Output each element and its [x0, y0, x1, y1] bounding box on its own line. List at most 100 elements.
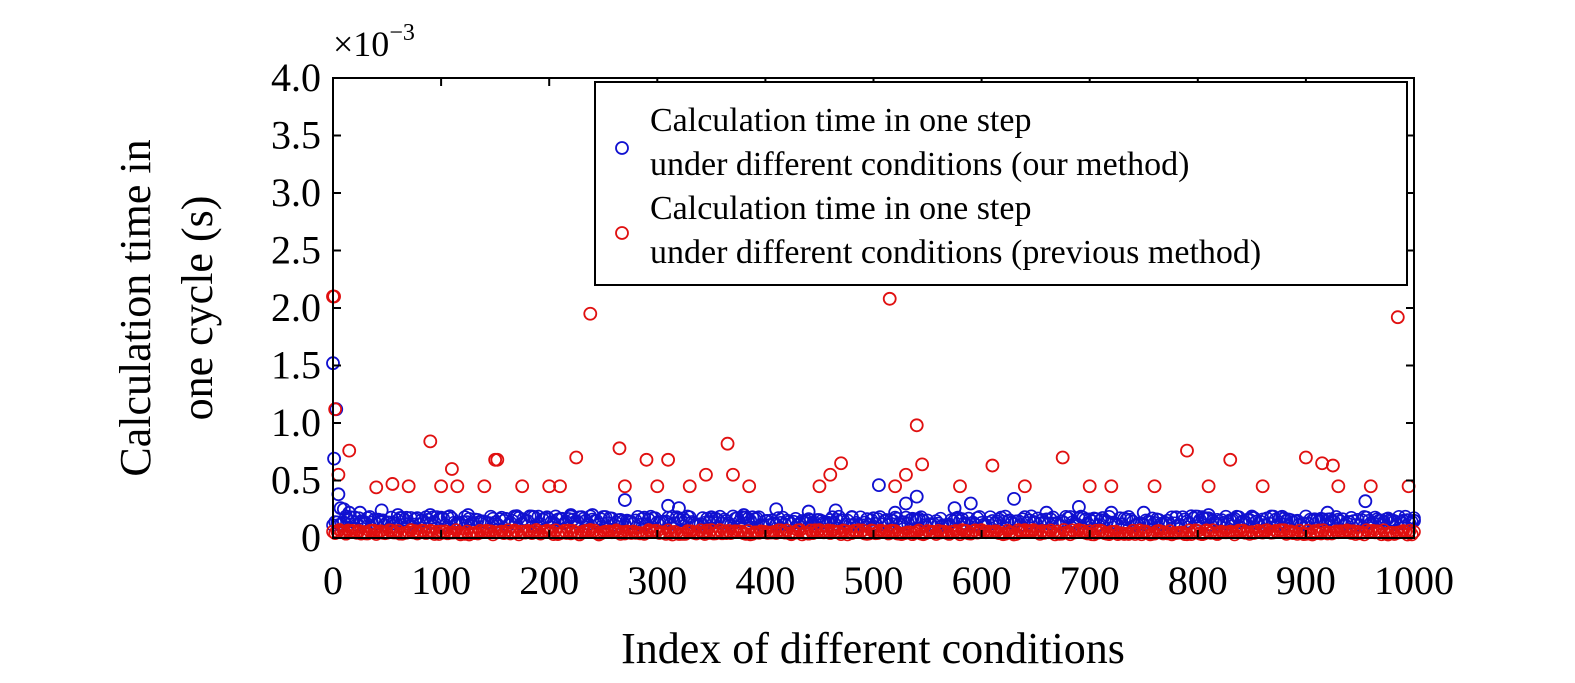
point-1-25 — [682, 479, 697, 494]
legend-box — [594, 81, 1408, 286]
point-0-base-878 — [1275, 509, 1289, 524]
point-1-base-360 — [715, 526, 729, 541]
point-1-base-458 — [821, 523, 835, 538]
point-1-base-420 — [780, 523, 794, 538]
point-0-base-826 — [1219, 509, 1233, 524]
point-1-11 — [450, 479, 465, 494]
point-0-12 — [509, 509, 524, 524]
point-1-38 — [953, 479, 967, 494]
point-1-18 — [569, 450, 584, 465]
point-1-39 — [985, 458, 1000, 473]
point-1-31 — [823, 467, 838, 482]
point-1-2 — [328, 402, 343, 417]
point-1-16 — [542, 479, 557, 494]
point-0-base-794 — [1184, 509, 1199, 523]
point-0-39 — [1320, 505, 1335, 520]
point-1-28 — [726, 467, 740, 482]
y-tick-label-0: 0 — [301, 515, 321, 560]
point-1-22 — [639, 452, 654, 467]
point-1-base-242 — [587, 523, 602, 538]
point-1-base-698 — [1080, 526, 1095, 541]
legend-marker-previous-method — [615, 226, 629, 240]
point-1-29 — [742, 479, 757, 494]
y-axis: 0 0.5 1.0 1.5 2.0 2.5 3.0 3.5 4.0 — [271, 55, 1414, 560]
point-1-46 — [1201, 479, 1216, 494]
point-0-23 — [844, 510, 859, 525]
point-1-23 — [650, 479, 665, 494]
point-0-19 — [736, 508, 751, 522]
point-1-34 — [888, 479, 903, 494]
point-1-3 — [331, 467, 346, 482]
point-1-27 — [720, 436, 735, 451]
series-our-method-marks — [326, 356, 1421, 533]
legend-marker-our-method — [615, 141, 629, 155]
point-0-base-928 — [1329, 510, 1343, 524]
point-0-25 — [888, 505, 903, 520]
x-tick-label-200: 200 — [519, 558, 579, 603]
point-0-40 — [1358, 494, 1373, 509]
point-1-26 — [699, 467, 713, 482]
point-1-32 — [834, 456, 848, 471]
point-1-base-998 — [1405, 527, 1419, 542]
point-0-24 — [872, 478, 886, 493]
x-axis: 0 100 200 300 400 500 600 700 800 900 1000 — [323, 78, 1454, 603]
point-1-base-576 — [948, 524, 963, 538]
point-1-48 — [1255, 479, 1270, 494]
point-1-33 — [882, 291, 897, 306]
point-1-7 — [401, 479, 416, 494]
point-1-base-184 — [525, 526, 539, 541]
point-0-22 — [828, 503, 843, 518]
x-tick-label-700: 700 — [1060, 558, 1120, 603]
point-0-base-320 — [672, 511, 686, 526]
point-0-6 — [342, 505, 357, 520]
point-0-base-394 — [752, 510, 766, 524]
point-0-27 — [909, 489, 924, 504]
legend-entry-our-method-line-1: Calculation time in one step — [650, 102, 1031, 139]
point-1-5 — [369, 480, 384, 495]
y-tick-label-7: 3.5 — [271, 113, 321, 158]
point-1-45 — [1180, 443, 1194, 458]
point-1-10 — [445, 462, 459, 476]
series-previous-method-marks — [326, 289, 1421, 542]
point-1-43 — [1104, 479, 1119, 494]
point-0-9 — [390, 508, 405, 522]
y-multiplier-exponent: −3 — [389, 20, 415, 46]
point-0-3 — [331, 487, 346, 502]
point-1-53 — [1363, 479, 1378, 494]
point-1-base-354 — [708, 526, 723, 541]
point-0-15 — [617, 493, 632, 507]
point-1-base-276 — [624, 526, 639, 540]
point-1-base-2 — [328, 526, 342, 540]
point-1-base-382 — [739, 527, 753, 541]
legend-entry-previous-method-line-1: Calculation time in one step — [650, 190, 1031, 227]
point-0-base-318 — [669, 510, 684, 524]
point-1-24 — [661, 452, 676, 467]
point-0-30 — [1007, 491, 1021, 506]
point-1-20 — [612, 441, 627, 456]
x-tick-label-0: 0 — [323, 558, 343, 603]
y-axis-multiplier: ×10−3 — [333, 20, 415, 64]
point-0-17 — [672, 501, 686, 516]
point-0-35 — [1169, 510, 1184, 525]
point-0-base-800 — [1191, 509, 1205, 524]
point-0-13 — [563, 508, 578, 522]
x-tick-label-100: 100 — [411, 558, 471, 603]
point-0-14 — [585, 508, 600, 522]
point-1-15 — [515, 479, 530, 494]
point-1-base-962 — [1366, 523, 1380, 538]
point-1-base-550 — [920, 524, 935, 538]
point-1-base-956 — [1359, 523, 1374, 537]
point-1-base-244 — [589, 526, 604, 540]
y-axis-title-line-2: one cycle (s) — [173, 196, 222, 421]
point-0-37 — [1244, 510, 1259, 525]
x-axis-title: Index of different conditions — [621, 624, 1125, 673]
point-1-51 — [1326, 458, 1340, 473]
point-0-21 — [801, 504, 816, 519]
point-0-26 — [899, 496, 913, 511]
point-1-base-266 — [613, 527, 628, 541]
y-tick-label-1: 0.5 — [271, 458, 321, 503]
point-0-20 — [769, 502, 784, 517]
point-1-6 — [385, 477, 400, 491]
point-1-base-490 — [855, 523, 870, 538]
